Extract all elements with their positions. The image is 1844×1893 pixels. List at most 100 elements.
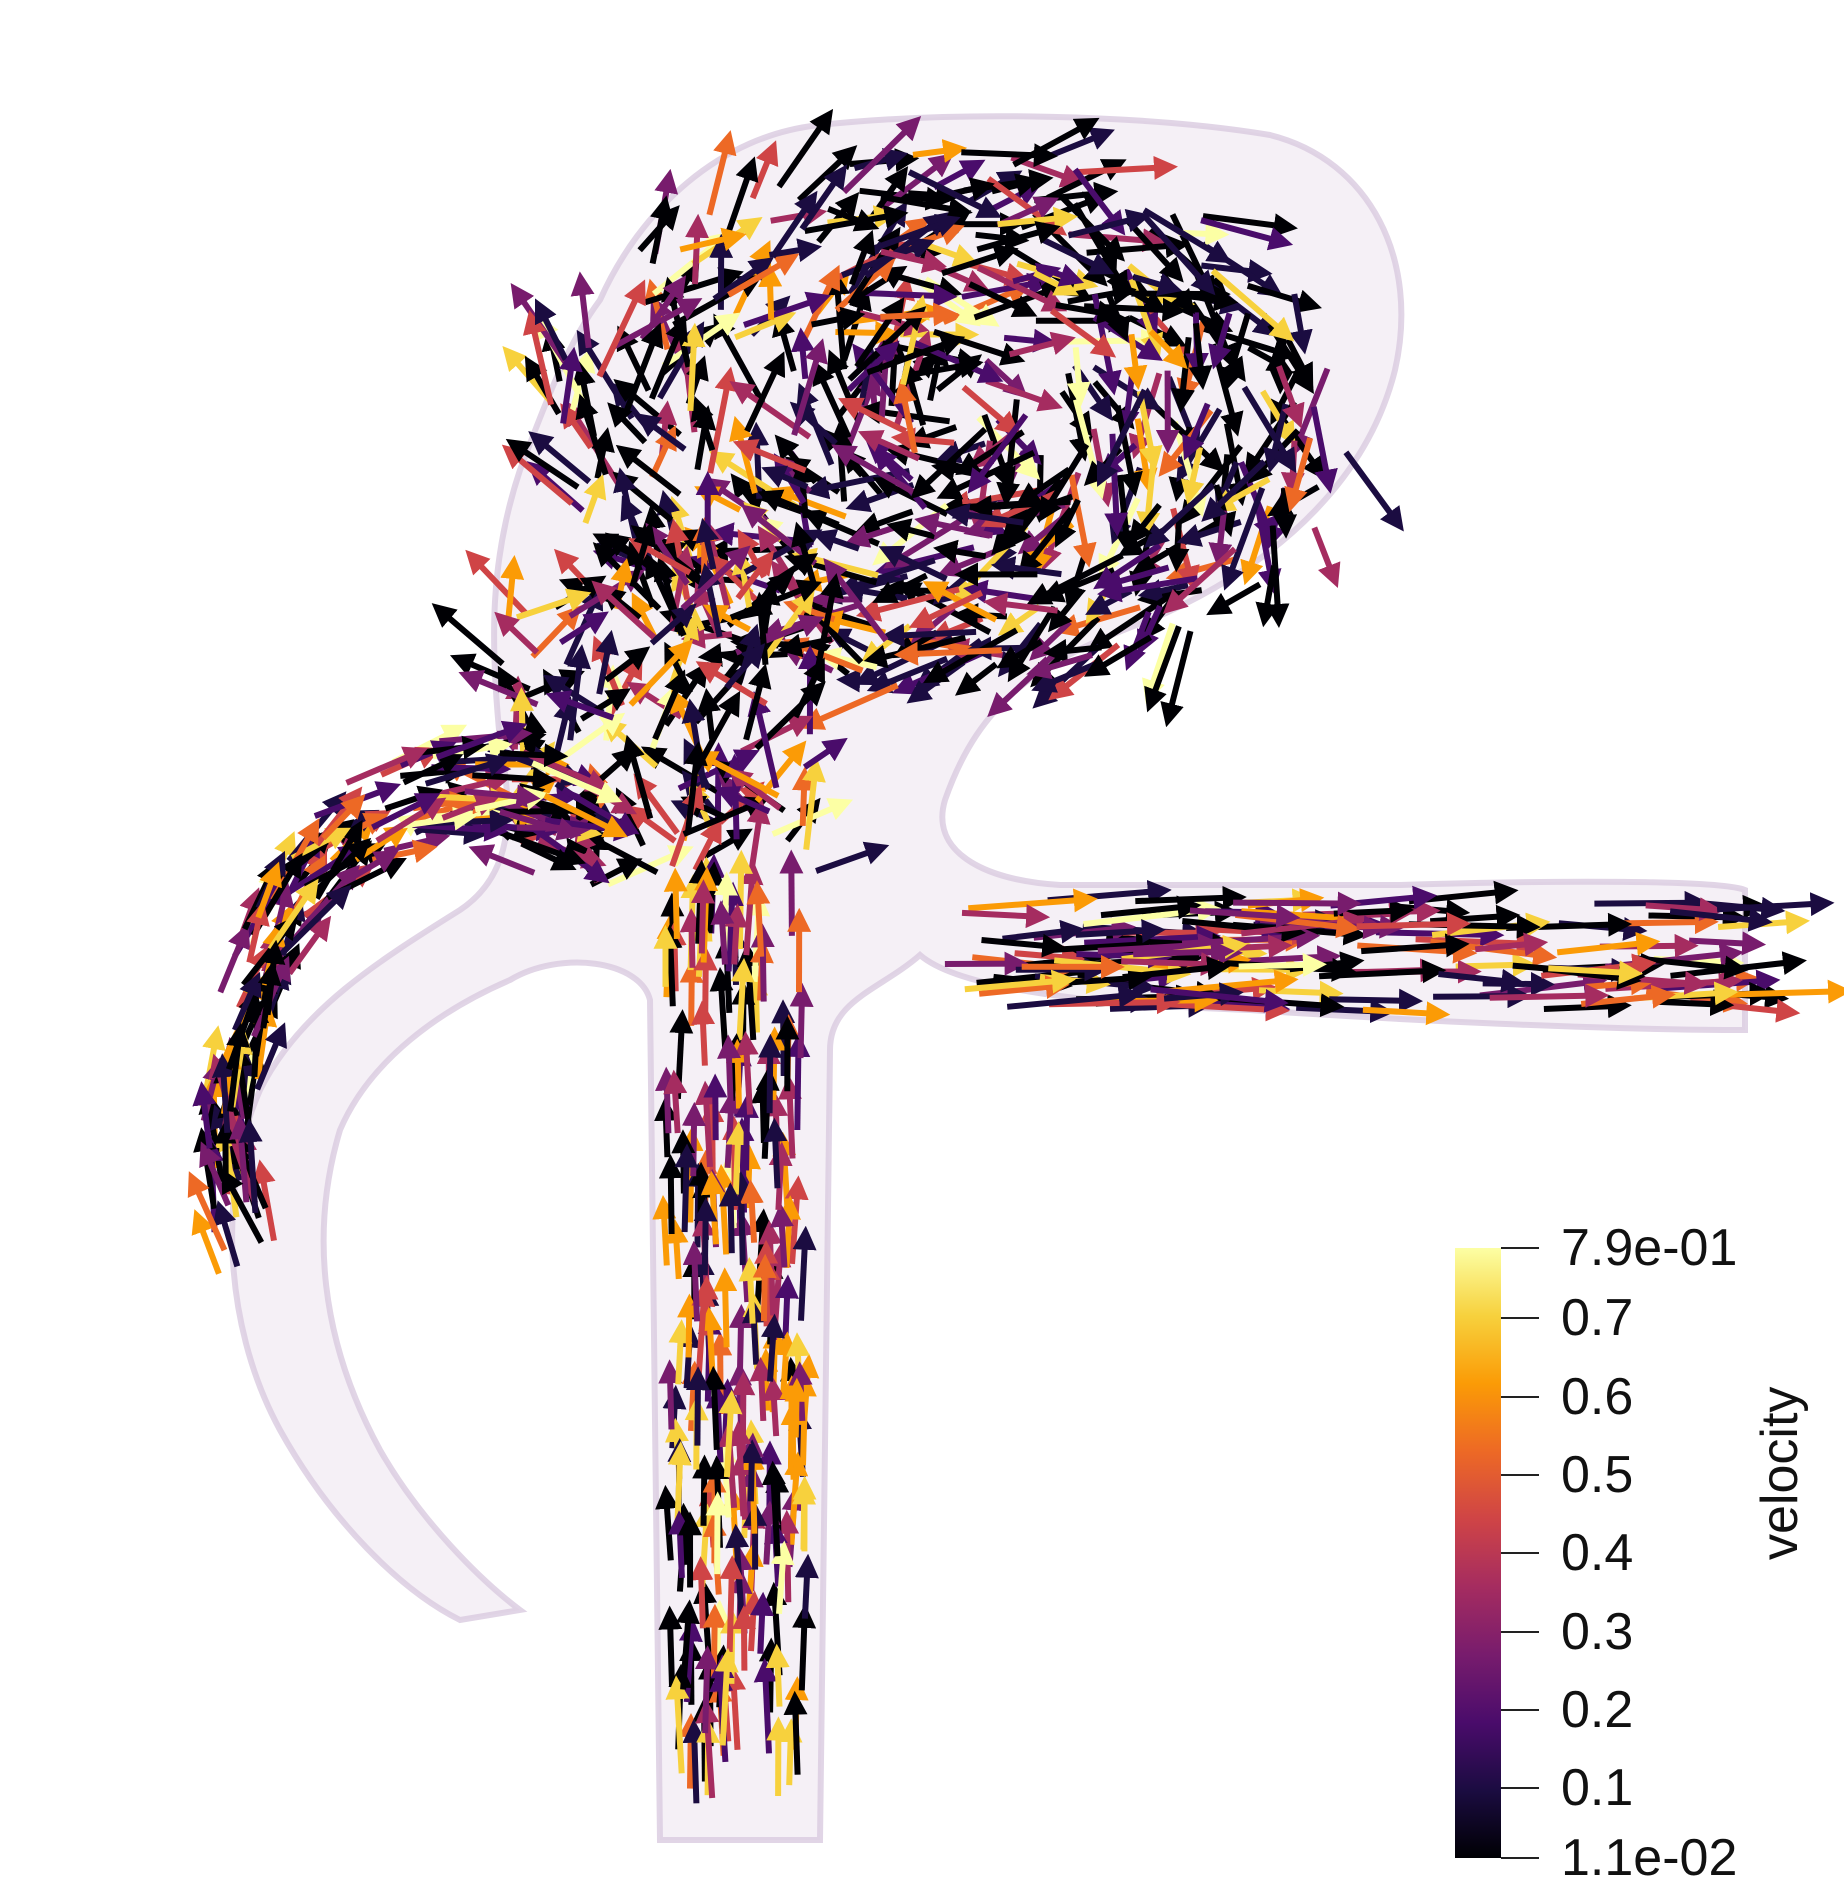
velocity-arrow bbox=[530, 605, 582, 659]
colorbar-tick-mark bbox=[1501, 1709, 1539, 1711]
velocity-arrow bbox=[775, 1274, 800, 1347]
velocity-arrow bbox=[691, 690, 741, 776]
velocity-arrow bbox=[968, 281, 1038, 317]
velocity-arrow bbox=[1162, 546, 1237, 614]
colorbar-tick-label: 0.2 bbox=[1561, 1681, 1634, 1739]
velocity-arrow bbox=[1042, 237, 1115, 275]
velocity-arrow bbox=[616, 325, 652, 392]
velocity-colorbar: 7.9e-01 0.7 0.6 0.5 0.4 0.3 0.2 0.1 1.1e-02 bbox=[1455, 1219, 1737, 1887]
velocity-arrow bbox=[680, 624, 733, 649]
velocity-arrow bbox=[961, 143, 1058, 168]
velocity-arrow bbox=[747, 690, 780, 789]
colorbar-tick-label: 0.4 bbox=[1561, 1524, 1634, 1582]
velocity-arrow bbox=[1200, 259, 1273, 283]
velocity-arrow bbox=[838, 397, 908, 434]
velocity-arrow bbox=[560, 403, 594, 450]
velocity-arrow bbox=[910, 426, 988, 499]
velocity-arrow bbox=[465, 549, 530, 618]
velocity-arrow bbox=[678, 1713, 703, 1789]
velocity-arrow bbox=[1182, 402, 1211, 461]
velocity-arrow bbox=[722, 1666, 747, 1750]
velocity-arrow bbox=[754, 1348, 779, 1411]
velocity-arrow bbox=[789, 982, 814, 1059]
colorbar-tick-mark bbox=[1501, 1631, 1539, 1633]
velocity-arrow bbox=[658, 1154, 683, 1235]
velocity-arrow bbox=[765, 1643, 790, 1707]
velocity-arrow bbox=[1046, 932, 1161, 957]
velocity-arrow bbox=[1620, 910, 1719, 935]
velocity-arrow bbox=[668, 1319, 693, 1385]
velocity-arrow bbox=[1128, 503, 1162, 545]
velocity-arrow bbox=[778, 1718, 803, 1786]
velocity-arrow bbox=[431, 603, 505, 667]
velocity-arrow bbox=[961, 384, 1021, 436]
velocity-arrow bbox=[691, 1282, 716, 1377]
velocity-arrow bbox=[698, 1306, 723, 1377]
velocity-arrow bbox=[1265, 525, 1290, 628]
velocity-arrow bbox=[779, 849, 804, 936]
velocity-arrow bbox=[908, 589, 984, 629]
velocity-arrow bbox=[1258, 980, 1344, 1005]
velocity-arrow bbox=[1035, 263, 1085, 287]
velocity-arrow bbox=[725, 1038, 750, 1109]
velocity-arrow bbox=[1133, 939, 1235, 964]
velocity-arrow bbox=[652, 1195, 677, 1266]
velocity-arrow bbox=[976, 265, 1068, 312]
velocity-arrow bbox=[1276, 365, 1305, 429]
velocity-arrow bbox=[579, 688, 631, 722]
velocity-arrow bbox=[691, 1000, 716, 1066]
velocity-arrow bbox=[692, 1454, 717, 1526]
velocity-arrow bbox=[914, 512, 994, 539]
velocity-arrow bbox=[799, 682, 899, 730]
velocity-arrow bbox=[893, 378, 918, 454]
velocity-arrow bbox=[683, 741, 708, 833]
velocity-arrow bbox=[500, 554, 525, 619]
velocity-arrow bbox=[558, 611, 609, 646]
velocity-arrow bbox=[1123, 284, 1168, 314]
velocity-arrow bbox=[528, 431, 592, 485]
velocity-arrow bbox=[762, 1376, 786, 1437]
velocity-arrow bbox=[862, 634, 967, 669]
velocity-arrow bbox=[961, 904, 1051, 929]
velocity-arrow bbox=[1310, 406, 1338, 494]
velocity-arrow bbox=[729, 1171, 754, 1266]
velocity-arrow bbox=[1201, 459, 1267, 522]
velocity-arrow bbox=[524, 355, 562, 416]
velocity-arrow bbox=[827, 206, 880, 232]
velocity-arrow-glyphs bbox=[187, 108, 1844, 1804]
velocity-arrow bbox=[714, 786, 771, 815]
velocity-arrow bbox=[558, 346, 583, 424]
velocity-arrow bbox=[1202, 213, 1298, 238]
velocity-arrow bbox=[255, 861, 282, 919]
velocity-arrow bbox=[1008, 331, 1076, 358]
velocity-arrow bbox=[735, 550, 775, 601]
velocity-arrow bbox=[652, 669, 687, 741]
velocity-arrow bbox=[831, 444, 916, 496]
velocity-arrow bbox=[321, 794, 366, 841]
velocity-arrow bbox=[1311, 526, 1341, 589]
velocity-arrow bbox=[758, 1220, 783, 1316]
velocity-arrow bbox=[663, 1069, 688, 1134]
velocity-arrow bbox=[635, 413, 687, 452]
velocity-arrow bbox=[792, 1225, 817, 1321]
velocity-arrow bbox=[1241, 385, 1297, 474]
velocity-arrow bbox=[1038, 442, 1090, 523]
velocity-arrow bbox=[1362, 1001, 1451, 1026]
velocity-arrow bbox=[732, 439, 807, 474]
velocity-arrow bbox=[811, 306, 866, 331]
velocity-arrow bbox=[777, 1075, 802, 1159]
velocity-arrow bbox=[664, 1219, 689, 1280]
velocity-arrow bbox=[1049, 990, 1181, 1015]
velocity-arrow bbox=[1075, 919, 1166, 944]
velocity-arrow bbox=[1659, 992, 1735, 1017]
velocity-arrow bbox=[732, 1605, 757, 1671]
velocity-arrow bbox=[667, 1441, 692, 1522]
velocity-arrow bbox=[875, 153, 954, 214]
velocity-arrow bbox=[689, 1556, 714, 1629]
velocity-arrow bbox=[997, 206, 1078, 231]
velocity-arrow bbox=[674, 1143, 699, 1233]
velocity-arrow bbox=[695, 517, 720, 570]
velocity-arrow bbox=[744, 351, 786, 433]
